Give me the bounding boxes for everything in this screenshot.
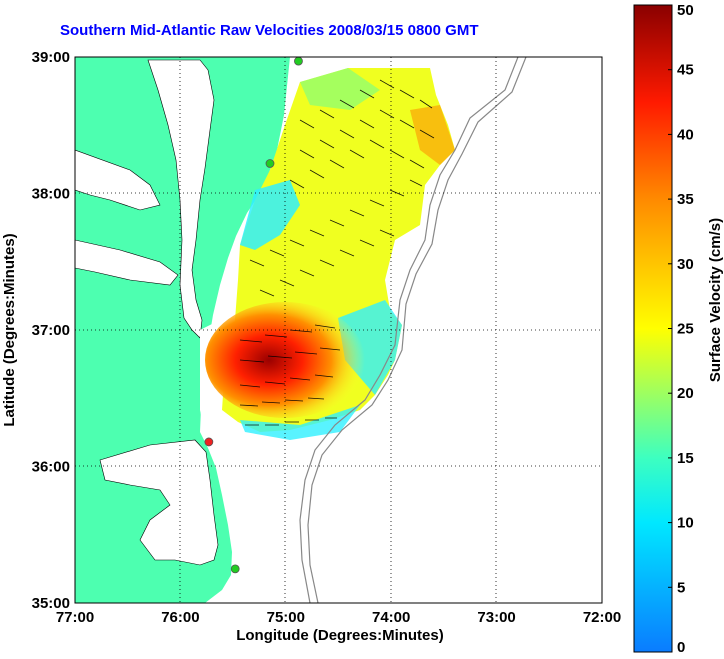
y-tick-label: 39:00 — [32, 49, 70, 66]
colorbar-tick-label: 35 — [677, 191, 694, 208]
y-axis-label: Latitude (Degrees:Minutes) — [1, 233, 18, 426]
bay-water — [147, 59, 215, 339]
x-tick-label: 76:00 — [161, 609, 199, 626]
station-marker — [230, 564, 240, 574]
station-marker — [265, 159, 275, 168]
colorbar-tick-label: 0 — [677, 639, 685, 656]
colorbar-tick-label: 20 — [677, 385, 694, 402]
y-tick-labels: 35:00 36:00 37:00 38:00 39:00 — [32, 49, 70, 612]
colorbar-tick-label: 10 — [677, 515, 694, 532]
chart-title: Southern Mid-Atlantic Raw Velocities 200… — [60, 22, 479, 39]
x-tick-label: 75:00 — [267, 609, 305, 626]
y-tick-label: 38:00 — [32, 186, 70, 203]
colorbar-tick-label: 50 — [677, 2, 694, 19]
y-tick-label: 37:00 — [32, 322, 70, 339]
y-tick-label: 36:00 — [32, 459, 70, 476]
x-tick-label: 73:00 — [477, 609, 515, 626]
colorbar-tick-label: 40 — [677, 126, 694, 143]
colorbar-tick-label: 45 — [677, 62, 694, 79]
colorbar-tick-label: 5 — [677, 579, 685, 596]
colorbar-tick-label: 15 — [677, 450, 694, 467]
x-tick-labels: 77:00 76:00 75:00 74:00 73:00 72:00 — [56, 609, 621, 626]
colorbar-label: Surface Velocity (cm/s) — [707, 218, 724, 382]
plot-frame — [74, 56, 603, 604]
bathymetry-contours — [299, 56, 527, 604]
x-tick-label: 77:00 — [56, 609, 94, 626]
bay-inlet — [75, 149, 161, 211]
x-tick-label: 72:00 — [583, 609, 621, 626]
colorbar-ticks: 0 5 10 15 20 25 30 35 40 45 50 — [668, 2, 694, 656]
y-tick-label: 35:00 — [32, 595, 70, 612]
colorbar — [633, 4, 673, 653]
colorbar-tick-label: 25 — [677, 321, 694, 338]
station-marker — [204, 437, 214, 447]
sound-water — [99, 439, 219, 566]
station-marker — [294, 56, 303, 66]
x-axis-label: Longitude (Degrees:Minutes) — [236, 627, 444, 644]
colorbar-tick-label: 30 — [677, 256, 694, 273]
bay-inlet — [75, 239, 179, 286]
station-markers — [204, 56, 303, 574]
x-tick-label: 74:00 — [372, 609, 410, 626]
grid — [75, 57, 602, 603]
